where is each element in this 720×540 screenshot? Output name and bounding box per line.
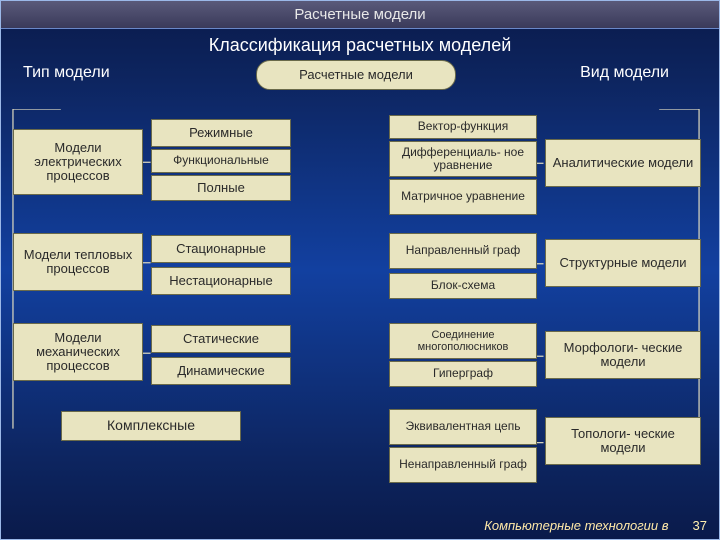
form-directed-graph: Направленный граф [389,233,537,269]
type-mechanical: Модели механических процессов [13,323,143,381]
kind-analytical: Аналитические модели [545,139,701,187]
sub-stationary: Стационарные [151,235,291,263]
slide-footer: Компьютерные технологии в 37 [484,518,707,533]
type-electrical: Модели электрических процессов [13,129,143,195]
sub-nonstationary: Нестационарные [151,267,291,295]
kind-topological: Топологи- ческие модели [545,417,701,465]
right-axis-label: Вид модели [580,64,669,82]
slide-title: Расчетные модели [1,1,719,29]
left-axis-label: Тип модели [23,64,110,82]
footer-text: Компьютерные технологии в [484,518,668,533]
slide-subtitle: Классификация расчетных моделей [1,35,719,56]
header-row: Тип модели Расчетные модели Вид модели [1,60,719,100]
root-node: Расчетные модели [256,60,456,90]
form-matrix-eq: Матричное уравнение [389,179,537,215]
sub-full: Полные [151,175,291,201]
sub-regime: Режимные [151,119,291,147]
sub-dynamic: Динамические [151,357,291,385]
sub-static: Статические [151,325,291,353]
form-diff-eq: Дифференциаль- ное уравнение [389,141,537,177]
sub-functional: Функциональные [151,149,291,173]
diagram-canvas: Модели электрических процессов Модели те… [1,109,719,511]
form-undirected-graph: Ненаправленный граф [389,447,537,483]
type-complex: Комплексные [61,411,241,441]
form-hypergraph: Гиперграф [389,361,537,387]
type-thermal: Модели тепловых процессов [13,233,143,291]
form-block-scheme: Блок-схема [389,273,537,299]
form-vector-function: Вектор-функция [389,115,537,139]
form-equiv-circuit: Эквивалентная цепь [389,409,537,445]
page-number: 37 [693,518,707,533]
slide-root: Расчетные модели Классификация расчетных… [0,0,720,540]
form-multipole: Соединение многополюсников [389,323,537,359]
kind-structural: Структурные модели [545,239,701,287]
kind-morphological: Морфологи- ческие модели [545,331,701,379]
